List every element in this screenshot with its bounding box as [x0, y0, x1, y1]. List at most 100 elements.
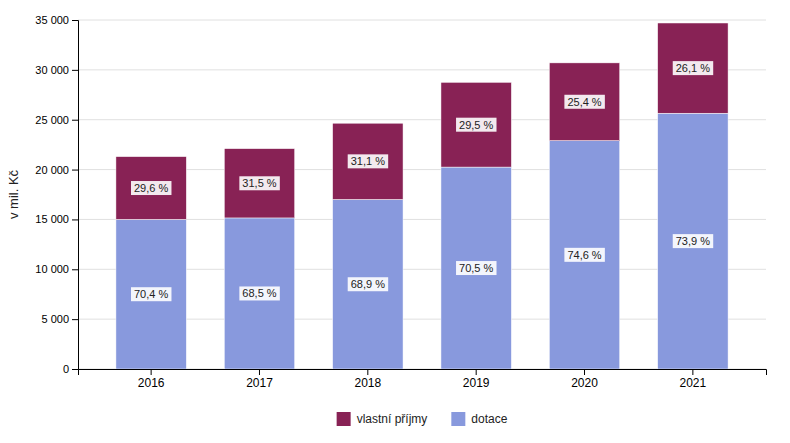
- y-tick-label: 0: [63, 363, 69, 375]
- y-tick-label: 10 000: [35, 263, 69, 275]
- y-tick: 20 000: [35, 164, 78, 176]
- x-tick-mark: [151, 369, 152, 375]
- share-label-bg: [673, 61, 713, 75]
- legend-item: dotace: [451, 412, 507, 426]
- x-tick-label: 2016: [138, 376, 165, 390]
- x-tick: 2017: [246, 369, 273, 390]
- share-label-bg: [348, 277, 388, 291]
- y-tick-label: 15 000: [35, 213, 69, 225]
- legend: vlastní příjmy dotace: [337, 412, 508, 426]
- share-label: 29,6 %: [134, 182, 168, 194]
- share-label: 68,5 %: [242, 287, 276, 299]
- x-tick: 2020: [571, 369, 598, 390]
- x-axis: 2016 2017 2018 2019 2020 2021: [79, 369, 767, 390]
- y-tick-label: 35 000: [35, 14, 69, 26]
- share-label-bg: [564, 248, 604, 262]
- share-label: 26,1 %: [676, 62, 710, 74]
- share-label-group: 31,1 %: [348, 154, 388, 168]
- share-label-bg: [348, 154, 388, 168]
- y-tick-mark: [72, 319, 78, 320]
- x-tick: 2016: [138, 369, 165, 390]
- share-label-group: 73,9 %: [673, 234, 713, 248]
- bar-segment: [549, 63, 619, 141]
- y-tick: 10 000: [35, 263, 78, 275]
- share-label: 31,5 %: [242, 177, 276, 189]
- share-label-group: 25,4 %: [564, 95, 604, 109]
- x-tick-mark: [584, 369, 585, 375]
- share-label-group: 29,6 %: [131, 181, 171, 195]
- share-label-group: 70,4 %: [131, 287, 171, 301]
- x-tick-mark: [692, 369, 693, 375]
- x-tick: 2021: [680, 369, 707, 390]
- bar-segment: [116, 219, 186, 369]
- x-tick-label: 2017: [246, 376, 273, 390]
- y-tick-mark: [72, 20, 78, 21]
- y-tick-mark: [72, 120, 78, 121]
- share-label-group: 68,9 %: [348, 277, 388, 291]
- share-label-bg: [239, 286, 279, 300]
- chart: 70,4 % 68,5 % 68,9 % 70,5 % 74,6 % 73,9 % 29,6…: [0, 0, 790, 443]
- bar-segment: [441, 82, 511, 167]
- y-tick-label: 30 000: [35, 64, 69, 76]
- bar-segment: [224, 149, 294, 218]
- grid-line: [78, 20, 766, 21]
- share-label-bg: [239, 176, 279, 190]
- y-tick: 15 000: [35, 213, 78, 225]
- y-tick-label: 20 000: [35, 164, 69, 176]
- legend-label: vlastní příjmy: [357, 412, 428, 426]
- y-axis-line: [72, 21, 79, 370]
- share-label-group: 26,1 %: [673, 61, 713, 75]
- bar-segment: [333, 199, 403, 369]
- share-label: 31,1 %: [351, 155, 385, 167]
- y-tick: 5 000: [41, 313, 78, 325]
- bars: [116, 23, 728, 369]
- bar-segment: [116, 157, 186, 220]
- share-label: 70,5 %: [459, 262, 493, 274]
- y-axis: 0 5 000 10 000 15 000 20 000 25 000 30 000 35 0…: [35, 14, 78, 375]
- y-tick: 35 000: [35, 14, 78, 26]
- bar-segment: [333, 123, 403, 199]
- share-label-bg: [673, 234, 713, 248]
- x-axis-line: [79, 370, 767, 376]
- share-label-group: 74,6 %: [564, 248, 604, 262]
- share-label-group: 29,5 %: [456, 118, 496, 132]
- share-label-bg: [456, 261, 496, 275]
- share-label-bg: [131, 287, 171, 301]
- bar-segment: [441, 167, 511, 369]
- share-label-bg: [456, 118, 496, 132]
- share-label: 68,9 %: [351, 278, 385, 290]
- y-tick-mark: [72, 369, 78, 370]
- y-tick-mark: [72, 269, 78, 270]
- share-label: 74,6 %: [567, 249, 601, 261]
- share-label: 29,5 %: [459, 119, 493, 131]
- legend-label: dotace: [471, 412, 507, 426]
- share-labels: 70,4 % 68,5 % 68,9 % 70,5 % 74,6 % 73,9 % 29,6…: [131, 61, 713, 301]
- y-tick-mark: [72, 70, 78, 71]
- y-tick-mark: [72, 170, 78, 171]
- y-tick-label: 25 000: [35, 114, 69, 126]
- y-tick-mark: [72, 219, 78, 220]
- x-tick-mark: [476, 369, 477, 375]
- y-tick: 0: [63, 363, 78, 375]
- x-tick: 2019: [463, 369, 490, 390]
- share-label-group: 31,5 %: [239, 176, 279, 190]
- legend-item: vlastní příjmy: [337, 412, 428, 426]
- legend-swatch: [337, 412, 351, 426]
- share-label-group: 68,5 %: [239, 286, 279, 300]
- x-tick-label: 2021: [680, 376, 707, 390]
- x-tick: 2018: [354, 369, 381, 390]
- y-axis-title: v mil. Kč: [6, 169, 21, 219]
- bar-segment: [658, 23, 728, 113]
- y-tick: 25 000: [35, 114, 78, 126]
- x-tick-label: 2019: [463, 376, 490, 390]
- bar-segment: [549, 141, 619, 369]
- plot: 70,4 % 68,5 % 68,9 % 70,5 % 74,6 % 73,9 % 29,6…: [35, 14, 766, 390]
- x-tick-label: 2020: [571, 376, 598, 390]
- y-tick: 30 000: [35, 64, 78, 76]
- share-label: 70,4 %: [134, 288, 168, 300]
- share-label: 25,4 %: [567, 96, 601, 108]
- x-tick-label: 2018: [354, 376, 381, 390]
- bar-segment: [658, 113, 728, 369]
- x-tick-mark: [259, 369, 260, 375]
- legend-swatch: [451, 412, 465, 426]
